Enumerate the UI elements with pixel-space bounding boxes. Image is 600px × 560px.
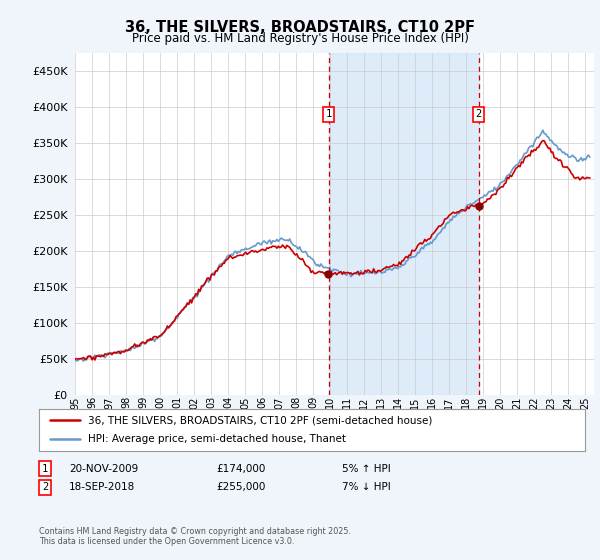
Text: 18-SEP-2018: 18-SEP-2018 [69,482,135,492]
Text: 36, THE SILVERS, BROADSTAIRS, CT10 2PF: 36, THE SILVERS, BROADSTAIRS, CT10 2PF [125,20,475,35]
Bar [329,53,479,395]
Text: HPI: Average price, semi-detached house, Thanet: HPI: Average price, semi-detached house,… [88,435,346,445]
Text: £174,000: £174,000 [216,464,265,474]
Text: 2: 2 [476,109,482,119]
Text: 2: 2 [42,482,48,492]
Text: 20-NOV-2009: 20-NOV-2009 [69,464,138,474]
Text: £255,000: £255,000 [216,482,265,492]
Text: 1: 1 [42,464,48,474]
Text: Price paid vs. HM Land Registry's House Price Index (HPI): Price paid vs. HM Land Registry's House … [131,32,469,45]
Text: 5% ↑ HPI: 5% ↑ HPI [342,464,391,474]
Text: Contains HM Land Registry data © Crown copyright and database right 2025.
This d: Contains HM Land Registry data © Crown c… [39,526,351,546]
Text: 1: 1 [325,109,332,119]
Text: 36, THE SILVERS, BROADSTAIRS, CT10 2PF (semi-detached house): 36, THE SILVERS, BROADSTAIRS, CT10 2PF (… [88,415,433,425]
Text: 7% ↓ HPI: 7% ↓ HPI [342,482,391,492]
